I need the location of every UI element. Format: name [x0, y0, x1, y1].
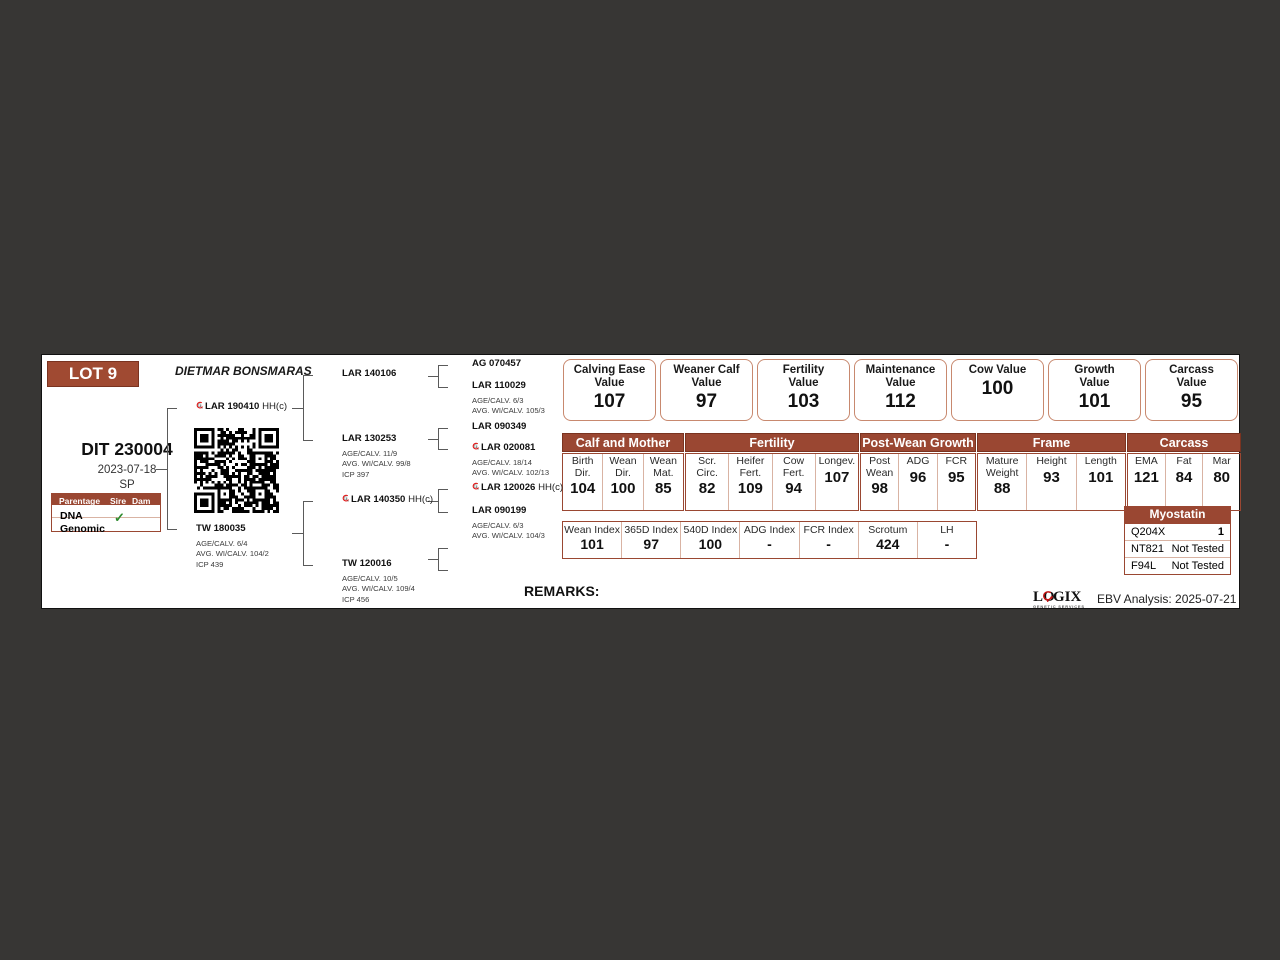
- svg-text:T: T: [477, 489, 479, 490]
- svg-text:T: T: [201, 408, 203, 409]
- svg-text:T: T: [477, 449, 479, 450]
- svg-text:T: T: [347, 501, 349, 502]
